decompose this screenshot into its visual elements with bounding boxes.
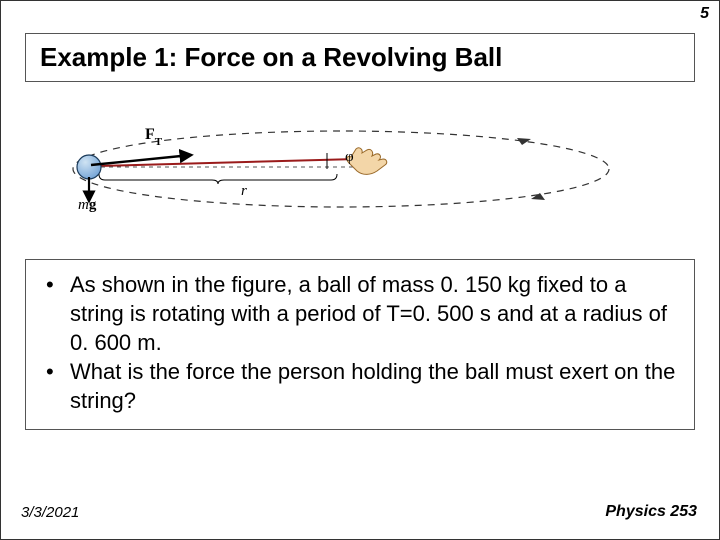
bullet-list: As shown in the figure, a ball of mass 0… xyxy=(42,270,678,415)
title-box: Example 1: Force on a Revolving Ball xyxy=(25,33,695,82)
svg-text:φ: φ xyxy=(345,149,354,165)
page-number: 5 xyxy=(700,5,709,23)
bullet-item: What is the force the person holding the… xyxy=(42,357,678,415)
footer-date: 3/3/2021 xyxy=(21,504,79,521)
bullet-item: As shown in the figure, a ball of mass 0… xyxy=(42,270,678,357)
content-box: As shown in the figure, a ball of mass 0… xyxy=(25,259,695,430)
svg-text:r: r xyxy=(241,183,247,199)
footer-course: Physics 253 xyxy=(605,503,697,521)
svg-text:FT: FT xyxy=(145,126,163,148)
svg-text:mg: mg xyxy=(78,197,97,213)
revolving-ball-svg: FT mg r φ xyxy=(61,119,621,219)
slide-title: Example 1: Force on a Revolving Ball xyxy=(40,42,680,73)
diagram-figure: FT mg r φ xyxy=(61,119,621,219)
